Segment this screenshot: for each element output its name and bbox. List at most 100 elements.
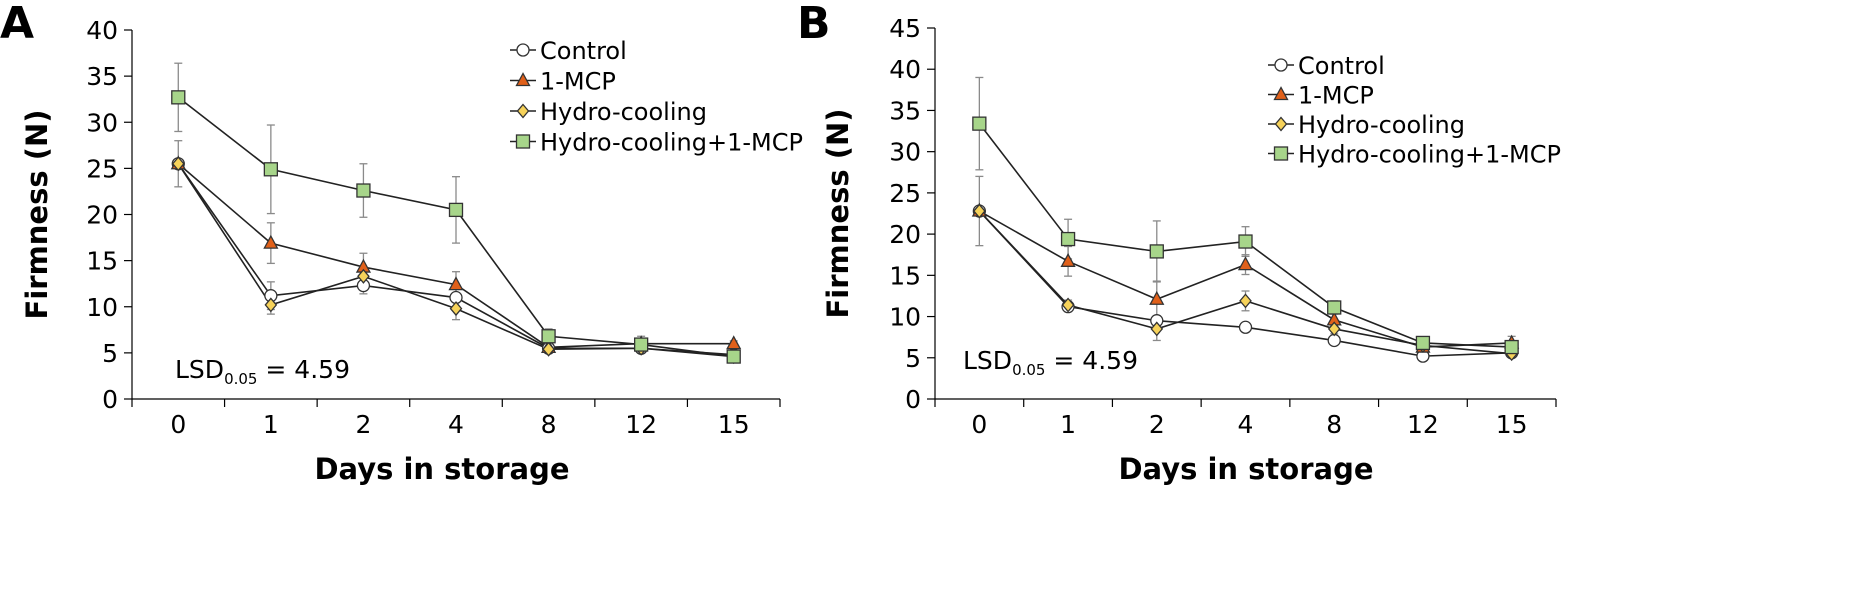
panel-a-y-tick-label: 20 (86, 201, 118, 230)
data-point-1-mcp (1237, 256, 1254, 271)
data-point-hydro-cooling-1-mcp (356, 183, 371, 198)
panel-a-x-tick-label: 1 (263, 410, 279, 439)
panel-a-letter: A (0, 0, 34, 49)
panel-b-x-tick-label: 4 (1238, 410, 1254, 439)
legend-marker-hydro-cooling (516, 103, 530, 119)
lsd-subscript: 0.05 (1012, 361, 1045, 379)
panel-b-x-tick-label: 8 (1326, 410, 1342, 439)
panel-a-points-hydro-cooling-1-mcp (171, 90, 741, 364)
data-point-control (1238, 320, 1253, 334)
data-point-hydro-cooling-1-mcp (633, 337, 649, 352)
legend-marker-control (1274, 58, 1288, 72)
legend-item-control: Control (1268, 52, 1385, 80)
legend-label: Hydro-cooling+1-MCP (1298, 141, 1561, 169)
panel-a-x-tick-label: 2 (355, 410, 371, 439)
legend-marker-1-mcp (515, 72, 531, 87)
legend-item-hydro-cooling-1-mcp: Hydro-cooling+1-MCP (1268, 141, 1561, 169)
legend-item-1-mcp: 1-MCP (510, 68, 616, 96)
panel-b-y-tick-label: 10 (889, 303, 921, 332)
lsd-main: LSD (175, 355, 224, 384)
data-point-hydro-cooling (1239, 293, 1252, 309)
lsd-main: LSD (963, 346, 1012, 375)
data-point-hydro-cooling (171, 156, 185, 172)
data-point-hydro-cooling (1061, 297, 1075, 313)
panel-a-y-tick-label: 25 (86, 154, 118, 183)
lsd-value: = 4.59 (257, 355, 350, 384)
panel-b-y-tick-label: 45 (889, 14, 921, 43)
panel-a-y-tick-label: 40 (86, 16, 118, 45)
data-point-hydro-cooling (542, 341, 555, 357)
panel-a-x-tick-label: 4 (448, 410, 464, 439)
legend-label: 1-MCP (1298, 82, 1374, 110)
data-point-hydro-cooling (973, 203, 986, 219)
legend-item-hydro-cooling-1-mcp: Hydro-cooling+1-MCP (510, 129, 803, 157)
data-point-hydro-cooling-1-mcp (972, 116, 987, 131)
data-point-hydro-cooling-1-mcp (171, 90, 186, 105)
panel-a-y-axis-title: Firmness (N) (20, 110, 54, 320)
panel-b-y-tick-label: 15 (889, 261, 921, 290)
panel-b-y-tick-label: 20 (889, 220, 921, 249)
legend-marker-1-mcp (1273, 86, 1289, 101)
legend-marker-hydro-cooling (1274, 116, 1288, 132)
legend-marker-control (516, 43, 530, 57)
panel-b-x-tick-label: 2 (1149, 410, 1165, 439)
panel-b-points-hydro-cooling-1-mcp (972, 116, 1519, 355)
panel-a-errorbars-1-mcp (266, 222, 738, 352)
panel-b-y-tick-label: 35 (889, 96, 921, 125)
panel-a-x-tick-label: 8 (541, 410, 557, 439)
panel-b-x-tick-label: 1 (1060, 410, 1076, 439)
lsd-value: = 4.59 (1045, 346, 1138, 375)
legend-label: Hydro-cooling+1-MCP (540, 129, 803, 157)
panel-b-y-axis-title: Firmness (N) (821, 109, 855, 319)
lsd-subscript: 0.05 (224, 370, 257, 388)
panel-b-errorbars-1-mcp (1064, 245, 1516, 352)
data-point-hydro-cooling-1-mcp (1060, 231, 1076, 247)
legend-label: 1-MCP (540, 68, 616, 96)
data-point-hydro-cooling (449, 301, 463, 317)
panel-a-y-tick-label: 15 (86, 247, 118, 276)
panel-a-lsd-annotation: LSD0.05 = 4.59 (175, 355, 350, 388)
legend-marker-hydro-cooling-1-mcp (1273, 146, 1289, 161)
data-point-1-mcp (448, 276, 464, 291)
data-point-1-mcp (1149, 290, 1165, 305)
legend-label: Control (1298, 52, 1385, 80)
data-point-hydro-cooling (1327, 321, 1341, 337)
data-point-hydro-cooling-1-mcp (541, 329, 556, 344)
panel-a-x-tick-label: 15 (718, 410, 750, 439)
panel-a-x-tick-label: 0 (170, 410, 186, 439)
panel-a-y-tick-label: 35 (86, 62, 118, 91)
panel-a-errorbars-control (174, 140, 738, 359)
panel-a-x-tick-label: 12 (625, 410, 657, 439)
panel-b-y-tick-label: 5 (905, 344, 921, 373)
panel-b-x-axis-title: Days in storage (1118, 452, 1373, 486)
data-point-hydro-cooling (357, 268, 370, 284)
data-point-hydro-cooling-1-mcp (448, 202, 464, 218)
legend-item-hydro-cooling: Hydro-cooling (1268, 111, 1465, 139)
data-point-1-mcp (1060, 252, 1076, 267)
panel-a-y-tick-label: 5 (102, 339, 118, 368)
data-point-hydro-cooling-1-mcp (1149, 244, 1164, 259)
panel-b-y-tick-label: 25 (889, 179, 921, 208)
legend-label: Control (540, 37, 627, 65)
legend-item-hydro-cooling: Hydro-cooling (510, 98, 707, 126)
legend-label: Hydro-cooling (540, 98, 707, 126)
panel-b-x-tick-label: 0 (971, 410, 987, 439)
data-point-hydro-cooling-1-mcp (1327, 300, 1342, 315)
panel-b-letter: B (797, 0, 831, 49)
data-point-hydro-cooling (264, 297, 278, 313)
data-point-1-mcp (726, 335, 742, 350)
panel-b-legend: Control1-MCPHydro-coolingHydro-cooling+1… (1268, 52, 1561, 169)
data-point-1-mcp (263, 234, 279, 249)
panel-b-x-tick-label: 12 (1407, 410, 1439, 439)
panel-b-y-tick-label: 30 (889, 138, 921, 167)
data-point-hydro-cooling (1150, 321, 1164, 337)
data-point-hydro-cooling-1-mcp (726, 349, 741, 364)
panel-a-y-tick-label: 0 (102, 385, 118, 414)
data-point-hydro-cooling-1-mcp (263, 162, 279, 177)
legend-label: Hydro-cooling (1298, 111, 1465, 139)
panel-a-y-tick-label: 10 (86, 293, 118, 322)
